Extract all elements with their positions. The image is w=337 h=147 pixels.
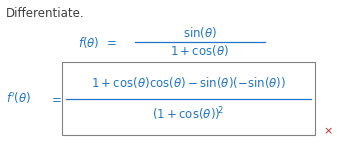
- Text: $f'(\theta)$: $f'(\theta)$: [6, 91, 31, 106]
- Text: $=$: $=$: [49, 92, 62, 105]
- Text: $\left(1 + \cos(\theta)\right)^{\!2}$: $\left(1 + \cos(\theta)\right)^{\!2}$: [152, 106, 225, 123]
- Text: $1 + \cos(\theta)\cos(\theta) - \sin(\theta)(-\sin(\theta))$: $1 + \cos(\theta)\cos(\theta) - \sin(\th…: [91, 75, 286, 90]
- Text: $\sin(\theta)$: $\sin(\theta)$: [183, 25, 217, 41]
- Text: $1 + \cos(\theta)$: $1 + \cos(\theta)$: [171, 44, 229, 59]
- Text: $f(\theta)$: $f(\theta)$: [79, 35, 100, 50]
- Bar: [62, 62, 315, 135]
- Text: Differentiate.: Differentiate.: [6, 7, 85, 20]
- Text: $\times$: $\times$: [323, 126, 333, 136]
- Text: $=$: $=$: [104, 35, 117, 49]
